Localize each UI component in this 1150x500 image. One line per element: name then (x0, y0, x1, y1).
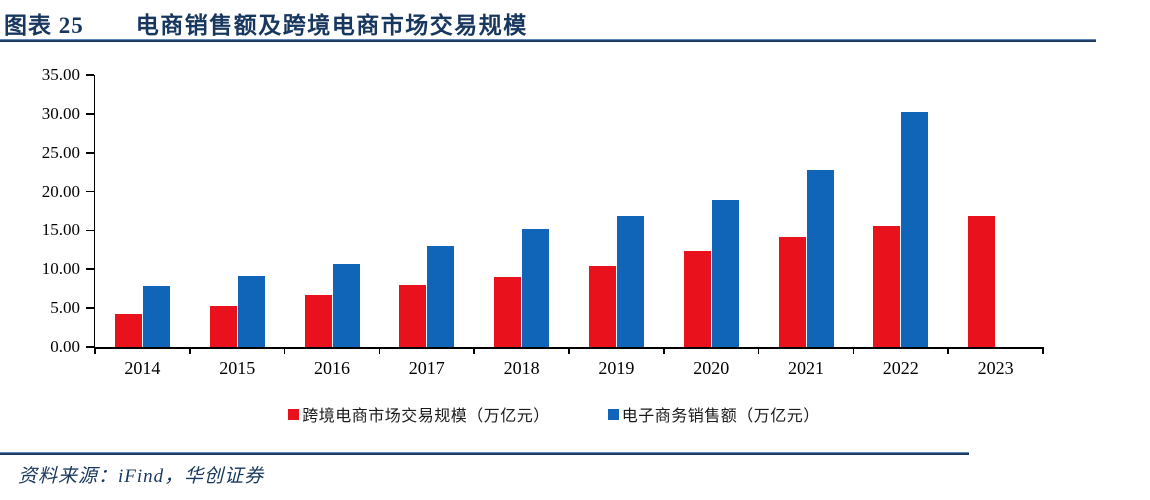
bar-2020-series1 (683, 250, 711, 347)
y-axis-tickmark (86, 307, 94, 309)
legend-swatch-2 (607, 408, 619, 420)
bar-2022-series1 (873, 225, 901, 347)
y-axis-tickmark (86, 229, 94, 232)
x-axis-tickmark (283, 347, 286, 354)
bar-2014-series2 (142, 285, 170, 347)
y-axis-tick-label: 20.00 (41, 181, 80, 201)
x-axis-tickmark (947, 347, 949, 354)
legend-swatch-1 (288, 408, 300, 420)
y-axis-tick-label: 30.00 (41, 103, 80, 123)
legend-label-2: 电子商务销售额（万亿元） (621, 408, 820, 425)
chart-legend: 跨境电商市场交易规模（万亿元） 电子商务销售额（万亿元） (0, 402, 1108, 426)
y-axis-tick-label: 25.00 (41, 142, 80, 162)
bar-2016-series1 (304, 294, 332, 347)
legend-item-1: 跨境电商市场交易规模（万亿元） (288, 402, 550, 426)
x-axis-tickmark (189, 347, 191, 354)
y-axis-tickmark (86, 113, 94, 115)
y-axis-tick-label: 10.00 (41, 259, 80, 279)
x-axis-label: 2018 (503, 358, 540, 378)
bar-2021-series1 (778, 236, 806, 347)
legend-label-1: 跨境电商市场交易规模（万亿元） (302, 408, 550, 425)
figure-number-label: 图表 25 (4, 13, 84, 38)
bar-2015-series1 (209, 305, 237, 347)
y-axis-tickmark (86, 346, 94, 348)
bar-2017-series2 (427, 245, 455, 347)
bar-2017-series1 (399, 284, 427, 347)
x-axis-label: 2016 (314, 358, 350, 378)
figure-title: 电商销售额及跨境电商市场交易规模 (135, 13, 528, 38)
x-axis-tickmark (852, 347, 855, 354)
x-axis-tickmark (663, 347, 665, 354)
y-axis-tick-label: 15.00 (41, 220, 80, 240)
bar-2018-series2 (522, 228, 550, 347)
y-axis-line (93, 75, 96, 349)
x-axis-label: 2014 (124, 358, 161, 378)
x-axis-tickmark (378, 347, 381, 354)
x-axis-label: 2023 (977, 358, 1014, 378)
bar-2023-series1 (968, 216, 996, 347)
x-axis-tickmark (94, 347, 96, 354)
bar-2019-series1 (588, 266, 616, 347)
x-axis-label: 2020 (693, 358, 730, 378)
y-axis-tickmark (86, 151, 94, 154)
y-axis-tick-label: 35.00 (41, 65, 80, 84)
bar-2020-series2 (711, 200, 739, 347)
bar-2022-series2 (901, 111, 929, 347)
x-axis-tickmark (1042, 347, 1044, 354)
bar-2016-series2 (332, 263, 360, 347)
title-underline (0, 39, 1096, 42)
y-axis-tickmark (86, 74, 94, 76)
x-axis-label: 2017 (408, 358, 445, 378)
bar-2015-series2 (237, 275, 265, 347)
source-divider (0, 452, 969, 455)
x-axis-label: 2022 (882, 358, 919, 378)
bar-2014-series1 (114, 314, 142, 347)
x-axis-label: 2015 (219, 358, 256, 378)
figure-header: 图表 25 电商销售额及跨境电商市场交易规模 (4, 6, 1104, 38)
bar-2018-series1 (494, 277, 522, 347)
y-axis-tickmark (86, 268, 94, 271)
x-axis-tickmark (568, 347, 570, 354)
bar-2021-series2 (806, 169, 834, 347)
bar-2019-series2 (616, 215, 644, 347)
x-axis-tickmark (757, 347, 760, 354)
x-axis-label: 2019 (598, 358, 635, 378)
x-axis-tickmark (473, 347, 475, 354)
source-note: 资料来源：iFind，华创证券 (18, 466, 265, 487)
y-axis-tickmark (86, 190, 94, 193)
y-axis-tick-label: 0.00 (50, 337, 80, 356)
x-axis-label: 2021 (788, 358, 824, 378)
y-axis-tick-label: 5.00 (50, 298, 80, 318)
legend-item-2: 电子商务销售额（万亿元） (607, 402, 820, 426)
